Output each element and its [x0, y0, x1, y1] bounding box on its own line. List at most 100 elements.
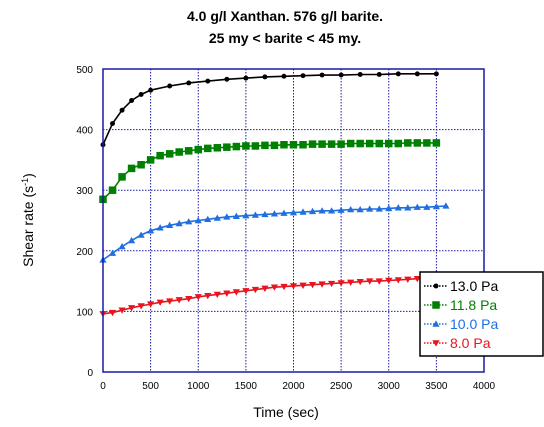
- series-1-point: [110, 121, 115, 127]
- series-2-point: [213, 144, 222, 152]
- series-1-point: [205, 78, 211, 84]
- legend-marker: [432, 340, 440, 347]
- series-4-point: [242, 288, 250, 295]
- series-2-point: [261, 141, 269, 150]
- series-3-point: [366, 205, 374, 212]
- x-tick-label: 3500: [425, 381, 448, 392]
- series-2-point: [204, 144, 212, 153]
- series-4-point: [280, 283, 288, 291]
- series-2-point: [118, 173, 126, 181]
- x-tick-label: 3000: [378, 381, 401, 392]
- series-3-point: [166, 221, 174, 229]
- series-3-point: [232, 212, 240, 219]
- series-3-point: [204, 215, 212, 222]
- series-3-point: [375, 205, 383, 212]
- series-4-point: [147, 301, 155, 308]
- legend-entry: 11.8 Pa: [424, 297, 497, 313]
- series-3-point: [347, 205, 355, 213]
- series-2-point: [232, 142, 241, 151]
- series-1-point: [138, 91, 144, 97]
- series-4-point: [270, 284, 279, 291]
- series-4-point: [299, 282, 307, 289]
- x-tick-label: 2000: [282, 381, 305, 392]
- series-3-point: [423, 203, 431, 210]
- series-2-point: [375, 139, 383, 148]
- series-3-point: [242, 212, 250, 219]
- series-4-point: [366, 278, 374, 285]
- series-2-point: [365, 139, 374, 148]
- series-1-point: [319, 72, 325, 78]
- series-2-point: [404, 139, 412, 147]
- y-axis-label: Shear rate (s-1): [20, 173, 36, 267]
- y-tick-label: 0: [87, 368, 93, 379]
- series-3-point: [413, 203, 421, 210]
- series-1-point: [433, 71, 439, 77]
- x-axis-label: Time (sec): [253, 404, 319, 420]
- series-1-point: [167, 83, 173, 89]
- series-3-point: [147, 227, 155, 234]
- series-1-point: [414, 71, 420, 77]
- legend-label: 10.0 Pa: [450, 316, 498, 332]
- series-3-point: [356, 205, 364, 213]
- legend-marker: [432, 320, 440, 327]
- series-3-point: [337, 206, 345, 213]
- series-4-point: [204, 292, 212, 300]
- series-4-point: [289, 283, 298, 290]
- chart-title-line-2: 25 my < barite < 45 my.: [209, 30, 361, 46]
- series-4-point: [127, 305, 136, 312]
- x-tick-label: 1000: [187, 381, 210, 392]
- series-2-point: [327, 140, 336, 148]
- series-1: [100, 71, 439, 148]
- series-4-point: [318, 281, 326, 288]
- series-2-point: [289, 141, 298, 149]
- series-1-point: [300, 73, 306, 79]
- y-tick-label: 400: [76, 126, 93, 137]
- series-2-point: [184, 147, 193, 155]
- series-3: [99, 202, 450, 263]
- series-3-point: [261, 210, 269, 218]
- series-4-point: [308, 282, 317, 289]
- series-3-point: [308, 207, 317, 215]
- series-1-point: [262, 74, 268, 80]
- series-2-point: [165, 150, 174, 158]
- series-4-point: [404, 276, 412, 283]
- series-2-point: [413, 139, 422, 147]
- series-3-point: [175, 219, 183, 227]
- series-4-point: [213, 291, 221, 299]
- series-1-point: [338, 72, 344, 78]
- series-1-point: [395, 71, 401, 77]
- series-3-point: [404, 204, 412, 211]
- y-axis-label-superscript: -1: [20, 178, 30, 186]
- x-tick-label: 1500: [235, 381, 258, 392]
- series-2-line: [102, 142, 437, 200]
- x-tick-label: 500: [142, 381, 159, 392]
- series-2-point: [127, 164, 136, 173]
- series-4-point: [375, 278, 383, 285]
- series-2-point: [270, 141, 279, 150]
- series-3-point: [108, 249, 117, 256]
- series-3-point: [118, 242, 126, 250]
- series-4-point: [223, 290, 231, 297]
- chart-title-line-1: 4.0 g/l Xanthan. 576 g/l barite.: [187, 8, 383, 24]
- series-3-point: [213, 214, 221, 221]
- y-axis-label-suffix: ): [20, 173, 36, 178]
- series-4-point: [232, 289, 240, 296]
- series-2-point: [242, 142, 250, 150]
- series-3-point: [280, 209, 288, 216]
- series-1-point: [148, 87, 154, 93]
- series-2-point: [346, 139, 355, 148]
- legend-marker: [432, 301, 440, 309]
- series-1-point: [224, 76, 230, 82]
- series-2-point: [432, 139, 441, 147]
- y-tick-label: 200: [76, 247, 93, 258]
- series-4-point: [385, 277, 393, 285]
- series-2-point: [146, 156, 155, 164]
- legend-label: 11.8 Pa: [450, 297, 497, 313]
- series-1-point: [186, 80, 192, 86]
- series-4-point: [175, 297, 183, 304]
- series-4-point: [394, 277, 402, 284]
- series-3-point: [223, 213, 231, 220]
- legend-entry: 10.0 Pa: [424, 316, 498, 332]
- series-1-point: [357, 71, 363, 77]
